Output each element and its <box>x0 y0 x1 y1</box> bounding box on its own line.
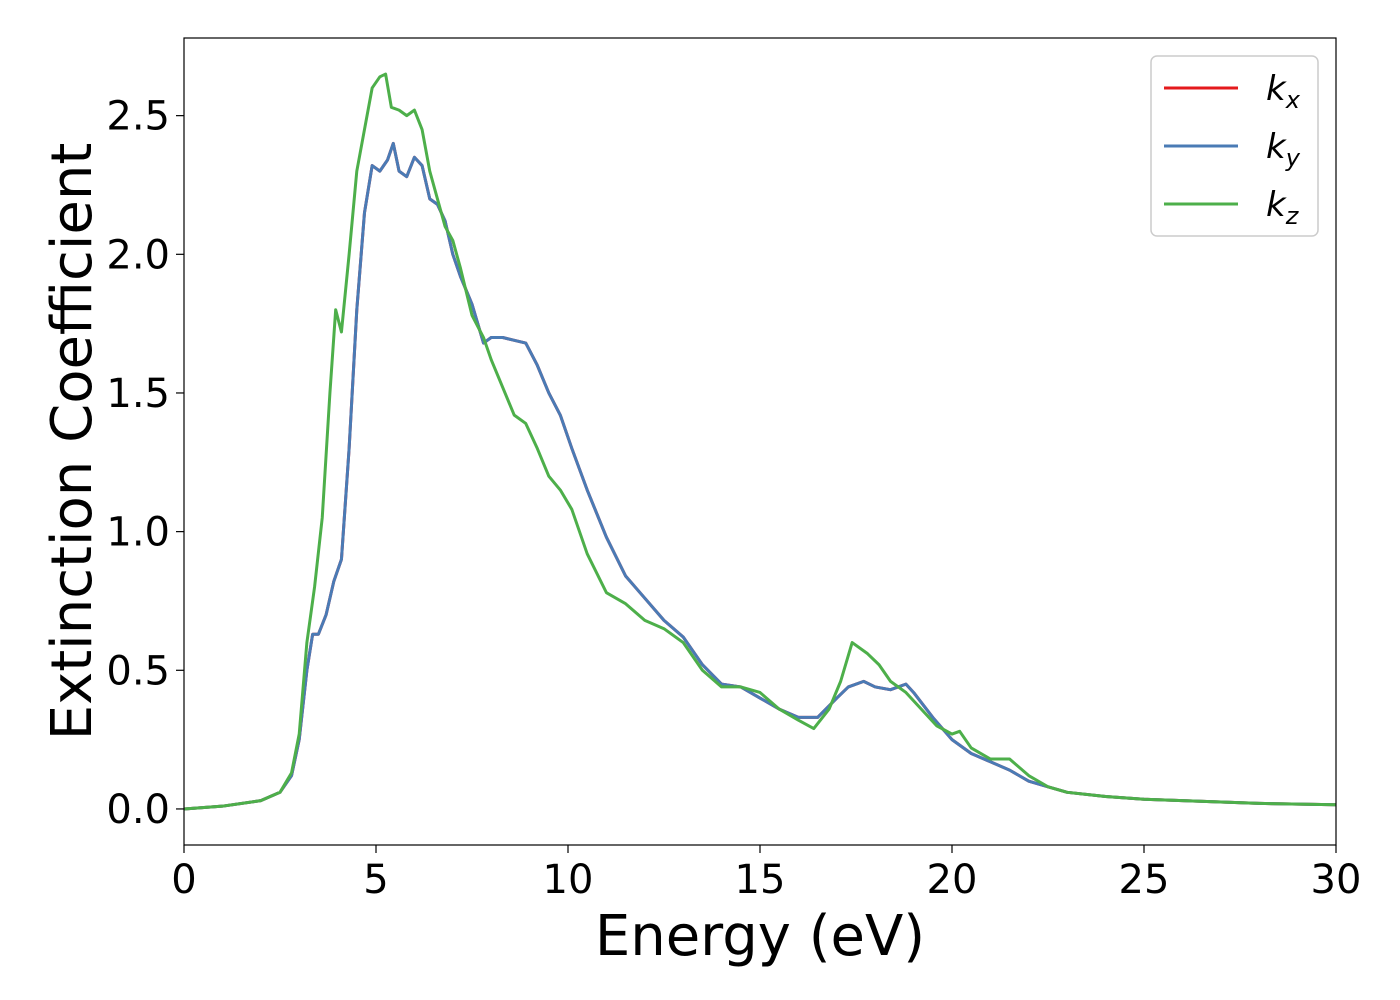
series-line-kz <box>184 72 1336 811</box>
y-axis-title: Extinction Coefficient <box>40 143 105 741</box>
y-tick-label: 0.5 <box>106 648 170 694</box>
x-tick-label: 30 <box>1311 857 1362 903</box>
series-line-ky <box>184 141 1336 811</box>
x-axis-title: Energy (eV) <box>595 904 925 969</box>
x-tick-label: 5 <box>363 857 388 903</box>
legend-subscript: y <box>1285 144 1301 172</box>
legend-subscript: z <box>1285 202 1300 230</box>
legend-subscript: x <box>1285 86 1301 114</box>
lines-layer <box>184 72 1336 811</box>
x-tick-label: 20 <box>927 857 978 903</box>
y-tick-label: 1.0 <box>106 510 170 556</box>
y-tick-label: 2.0 <box>106 232 170 278</box>
y-tick-label: 1.5 <box>106 371 170 417</box>
x-tick-label: 0 <box>171 857 196 903</box>
x-tick-label: 15 <box>735 857 786 903</box>
y-axis: 0.0 0.5 1.0 1.5 2.0 2.5 <box>106 94 184 833</box>
x-axis: 0 5 10 15 20 25 30 <box>171 845 1361 903</box>
x-tick-label: 10 <box>543 857 594 903</box>
y-tick-label: 2.5 <box>106 94 170 140</box>
y-tick-label: 0.0 <box>106 787 170 833</box>
x-tick-label: 25 <box>1119 857 1170 903</box>
